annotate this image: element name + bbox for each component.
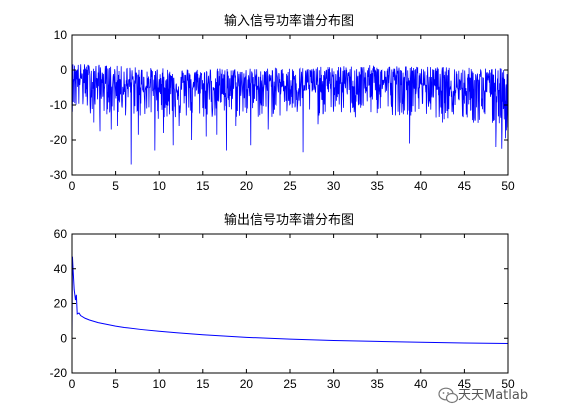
output-spectrum-xtick-label: 40 bbox=[414, 377, 428, 391]
input-spectrum-plot-area bbox=[72, 64, 508, 165]
watermark-text: 天天Matlab bbox=[458, 388, 528, 403]
output-spectrum-xtick-label: 45 bbox=[458, 377, 472, 391]
output-spectrum-xtick-label: 30 bbox=[327, 377, 341, 391]
output-spectrum-ytick-label: 0 bbox=[60, 331, 67, 345]
output-spectrum-xtick-label: 35 bbox=[371, 377, 385, 391]
output-spectrum-ytick-label: 20 bbox=[54, 297, 68, 311]
input-spectrum-plot: 输入信号功率谱分布图 0 5 10 15 20 25 30 35 40 45 50 -30 -20 -10… bbox=[50, 13, 515, 193]
input-spectrum-xtick-label: 45 bbox=[458, 179, 472, 193]
input-spectrum-ytick-label: 0 bbox=[60, 63, 67, 77]
input-spectrum-xtick-label: 15 bbox=[196, 179, 210, 193]
output-spectrum-plot: 输出信号功率谱分布图 0 5 10 15 20 25 30 35 40 45 50-20020406… bbox=[50, 212, 515, 391]
output-spectrum-line bbox=[72, 256, 508, 344]
input-spectrum-xtick-label: 5 bbox=[112, 179, 119, 193]
input-spectrum-ticks: 0 5 10 15 20 25 30 35 40 45 50 -30 -20 -10 0 10 bbox=[50, 28, 515, 193]
input-spectrum-line bbox=[72, 64, 508, 165]
input-spectrum-title: 输入信号功率谱分布图 bbox=[224, 13, 354, 29]
output-spectrum-xtick-label: 10 bbox=[153, 377, 167, 391]
output-spectrum-ytick-label: -20 bbox=[50, 366, 68, 380]
watermark: 天天Matlab bbox=[438, 387, 528, 404]
output-spectrum-ytick-label: 60 bbox=[54, 227, 68, 241]
output-spectrum-xtick-label: 25 bbox=[283, 377, 297, 391]
output-spectrum-xtick-label: 50 bbox=[501, 377, 515, 391]
input-spectrum-ytick-label: -10 bbox=[50, 98, 68, 112]
output-spectrum-xtick-label: 20 bbox=[240, 377, 254, 391]
output-spectrum-title: 输出信号功率谱分布图 bbox=[224, 212, 354, 228]
output-spectrum-xtick-label: 15 bbox=[196, 377, 210, 391]
input-spectrum-xtick-label: 0 bbox=[69, 179, 76, 193]
input-spectrum-xtick-label: 50 bbox=[501, 179, 515, 193]
input-spectrum-xtick-label: 35 bbox=[371, 179, 385, 193]
output-spectrum-xtick-label: 0 bbox=[69, 377, 76, 391]
input-spectrum-xtick-label: 10 bbox=[153, 179, 167, 193]
output-spectrum-plot-area bbox=[72, 256, 508, 344]
input-spectrum-xtick-label: 25 bbox=[283, 179, 297, 193]
input-spectrum-ytick-label: -20 bbox=[50, 133, 68, 147]
wechat-icon bbox=[438, 387, 459, 404]
input-spectrum-ytick-label: 10 bbox=[54, 28, 68, 42]
input-spectrum-xtick-label: 40 bbox=[414, 179, 428, 193]
input-spectrum-xtick-label: 20 bbox=[240, 179, 254, 193]
input-spectrum-xtick-label: 30 bbox=[327, 179, 341, 193]
output-spectrum-ytick-label: 40 bbox=[54, 262, 68, 276]
output-spectrum-xtick-label: 5 bbox=[112, 377, 119, 391]
input-spectrum-ytick-label: -30 bbox=[50, 168, 68, 182]
